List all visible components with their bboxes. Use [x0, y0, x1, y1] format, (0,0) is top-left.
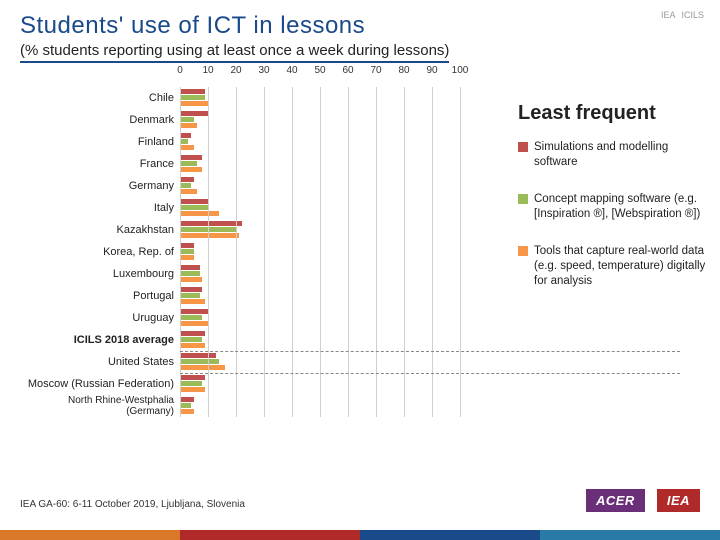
category-label: Uruguay: [20, 307, 180, 329]
bar: [180, 117, 194, 122]
bar: [180, 309, 208, 314]
bar: [180, 89, 205, 94]
bar: [180, 123, 197, 128]
bar: [180, 133, 191, 138]
legend-item: Concept mapping software (e.g. [Inspirat…: [518, 192, 708, 222]
bar: [180, 233, 239, 238]
footer-note: IEA GA-60: 6-11 October 2019, Ljubljana,…: [20, 499, 245, 510]
bar: [180, 381, 202, 386]
category-label: Luxembourg: [20, 263, 180, 285]
x-tick: 30: [258, 65, 269, 76]
bar: [180, 243, 194, 248]
x-tick: 10: [202, 65, 213, 76]
category-label: Kazakhstan: [20, 219, 180, 241]
bar: [180, 315, 202, 320]
separator-line: [180, 373, 680, 374]
category-label: North Rhine-Westphalia (Germany): [20, 395, 180, 417]
x-tick: 90: [426, 65, 437, 76]
bar: [180, 183, 191, 188]
category-label: Germany: [20, 175, 180, 197]
logo-acer: ACER: [586, 489, 645, 512]
bar: [180, 343, 205, 348]
category-label: France: [20, 153, 180, 175]
page-title: Students' use of ICT in lessons: [20, 12, 700, 40]
legend-label: Tools that capture real-world data (e.g.…: [534, 244, 708, 289]
bar: [180, 331, 205, 336]
bar: [180, 277, 202, 282]
bar: [180, 375, 205, 380]
top-logos: IEA ICILS: [661, 10, 704, 20]
x-tick: 70: [370, 65, 381, 76]
category-label: Finland: [20, 131, 180, 153]
bar: [180, 255, 194, 260]
bar: [180, 95, 205, 100]
bar: [180, 199, 208, 204]
bar: [180, 205, 208, 210]
legend: Least frequent Simulations and modelling…: [518, 100, 708, 311]
bar: [180, 167, 202, 172]
bar: [180, 409, 194, 414]
logo-iea-top: IEA: [661, 10, 676, 20]
category-label: Denmark: [20, 109, 180, 131]
x-tick: 100: [452, 65, 469, 76]
category-label: United States: [20, 351, 180, 373]
footer-stripe: [0, 530, 720, 540]
bar: [180, 287, 202, 292]
category-label: Moscow (Russian Federation): [20, 373, 180, 395]
bar: [180, 177, 194, 182]
header: Students' use of ICT in lessons (% stude…: [0, 0, 720, 65]
page-subtitle: (% students reporting using at least onc…: [20, 42, 449, 63]
x-tick: 50: [314, 65, 325, 76]
x-tick: 80: [398, 65, 409, 76]
bar: [180, 299, 205, 304]
legend-swatch: [518, 194, 528, 204]
logo-icils-top: ICILS: [681, 10, 704, 20]
legend-swatch: [518, 142, 528, 152]
legend-label: Simulations and modelling software: [534, 140, 708, 170]
bar: [180, 101, 208, 106]
x-tick: 0: [177, 65, 183, 76]
legend-item: Simulations and modelling software: [518, 140, 708, 170]
bottom-logos: ACER IEA: [586, 489, 700, 512]
least-frequent-heading: Least frequent: [518, 100, 708, 126]
bar: [180, 387, 205, 392]
bar: [180, 155, 202, 160]
bar: [180, 211, 219, 216]
bar: [180, 145, 194, 150]
x-tick: 20: [230, 65, 241, 76]
category-label: ICILS 2018 average: [20, 329, 180, 351]
x-tick: 60: [342, 65, 353, 76]
bar: [180, 249, 194, 254]
bar: [180, 403, 191, 408]
legend-item: Tools that capture real-world data (e.g.…: [518, 244, 708, 289]
bar: [180, 365, 225, 370]
category-label: Korea, Rep. of: [20, 241, 180, 263]
bar: [180, 337, 202, 342]
x-tick: 40: [286, 65, 297, 76]
bar: [180, 189, 197, 194]
legend-label: Concept mapping software (e.g. [Inspirat…: [534, 192, 708, 222]
bar: [180, 353, 216, 358]
category-label: Portugal: [20, 285, 180, 307]
bar: [180, 161, 197, 166]
bar: [180, 271, 200, 276]
bar: [180, 359, 219, 364]
x-axis: 0102030405060708090100: [180, 65, 460, 81]
y-labels: ChileDenmarkFinlandFranceGermanyItalyKaz…: [20, 87, 180, 417]
bar: [180, 111, 208, 116]
separator-line: [180, 351, 680, 352]
category-label: Chile: [20, 87, 180, 109]
logo-iea: IEA: [657, 489, 700, 512]
bar: [180, 293, 200, 298]
bar: [180, 265, 200, 270]
bar: [180, 139, 188, 144]
legend-swatch: [518, 246, 528, 256]
bar: [180, 397, 194, 402]
plot: [180, 87, 460, 417]
bar: [180, 321, 208, 326]
bar: [180, 221, 242, 226]
category-label: Italy: [20, 197, 180, 219]
